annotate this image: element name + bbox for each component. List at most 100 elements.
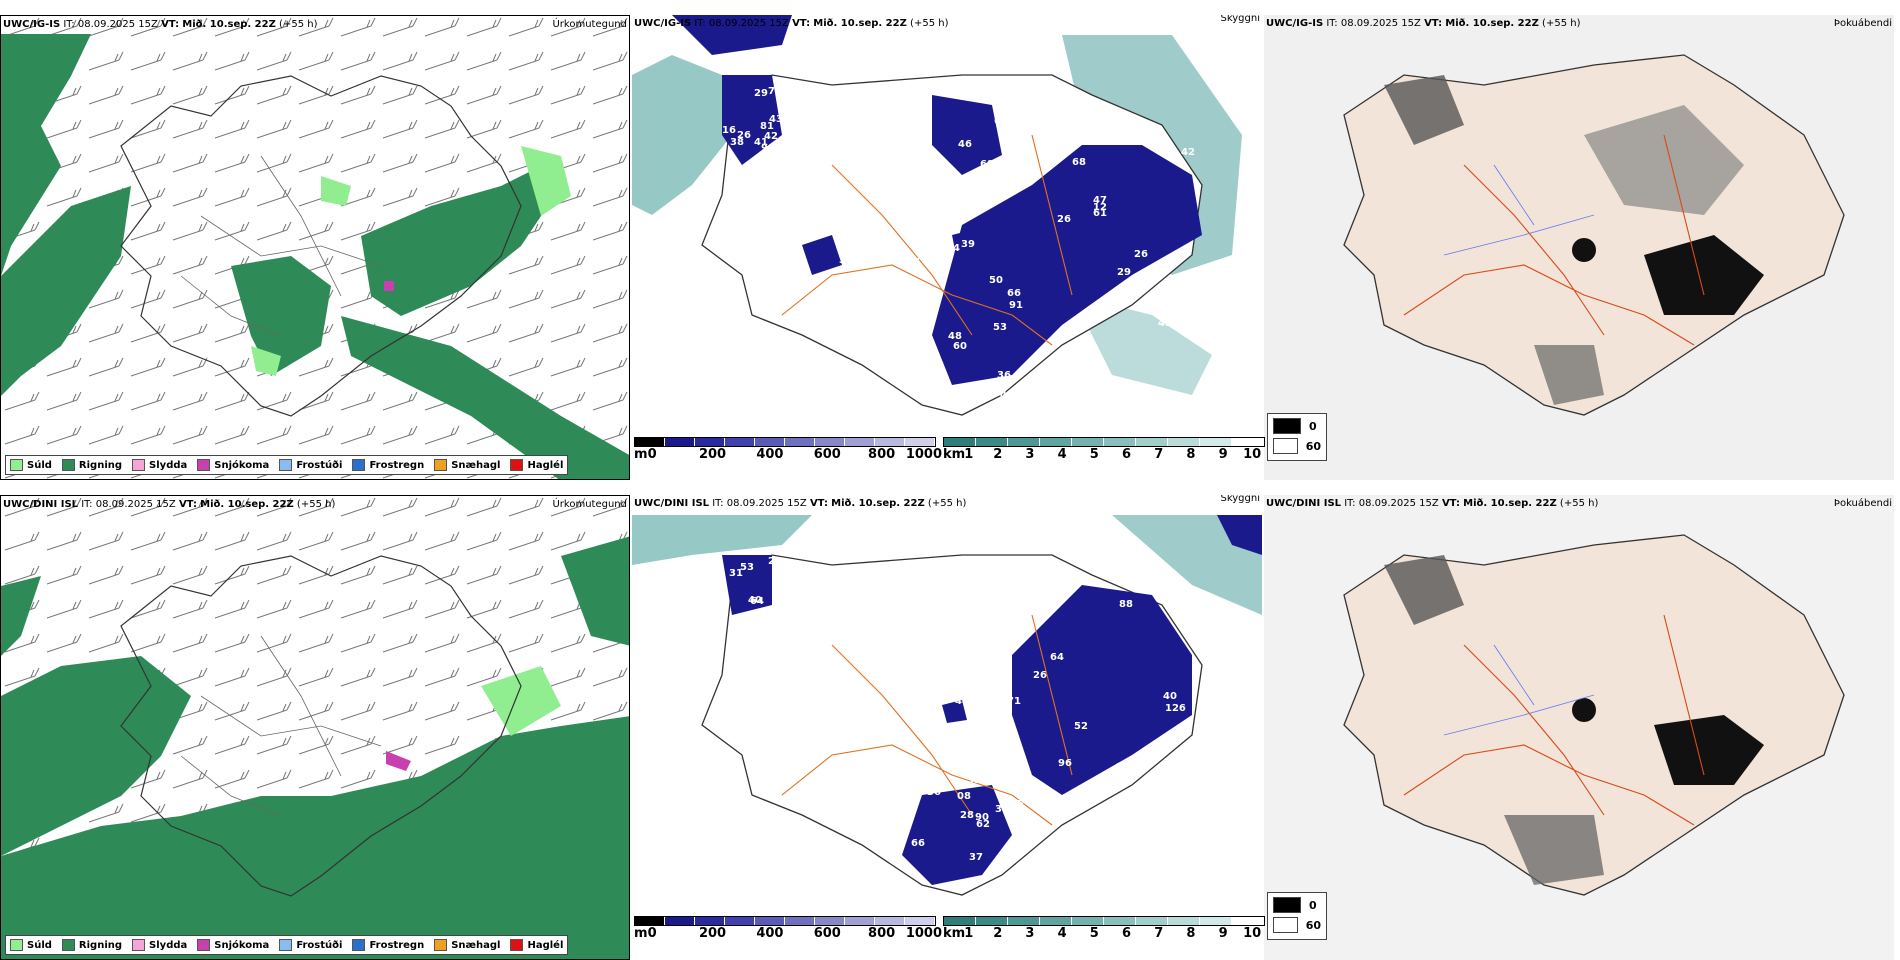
legend-swatch	[10, 459, 23, 471]
legend-swatch	[434, 459, 448, 471]
cloud-height-label: 45	[1158, 318, 1172, 329]
fog-panel-top: UWC/IG-IS IT: 08.09.2025 15Z VT: Mið. 10…	[1264, 15, 1894, 480]
cloud-height-label: 62	[728, 205, 742, 216]
precip-legend: Súld Rigning Slydda Snjókoma Frostúði Fr…	[5, 455, 569, 475]
cloud-height-label: 94	[891, 836, 905, 847]
vis-scale-bottom: km 1 2 3 4 5 6 7 8 9 10	[943, 916, 1265, 941]
legend-swatch	[352, 459, 366, 471]
cloud-height-label: 52	[729, 659, 743, 670]
panel-header: UWC/DINI ISL IT: 08.09.2025 15Z VT: Mið.…	[634, 495, 1260, 509]
cloud-height-label: 31	[729, 568, 743, 579]
cloud-map	[632, 495, 1262, 915]
precip-panel-bottom: UWC/DINI ISL IT: 08.09.2025 15Z VT: Mið.…	[0, 495, 630, 960]
panel-header: UWC/DINI ISL IT: 08.09.2025 15Z VT: Mið.…	[1266, 498, 1892, 509]
cloud-height-label: 36	[927, 787, 941, 798]
lead-time: (+55 h)	[279, 19, 318, 30]
panel-header: UWC/DINI ISL IT: 08.09.2025 15Z VT: Mið.…	[3, 499, 627, 510]
cloud-height-label: 35	[1010, 799, 1024, 810]
cloud-height-label: 68	[1072, 157, 1086, 168]
cloud-height-label: 30	[839, 255, 853, 266]
cloud-height-label: 29	[754, 88, 768, 99]
height-scale-bottom: m 0 200 400 600 800 1000	[634, 916, 942, 941]
cloud-height-label: 58	[1015, 157, 1029, 168]
cloud-height-label: 37	[969, 852, 983, 863]
cloud-height-label: 46	[729, 628, 743, 639]
cloud-height-label: 36	[997, 370, 1011, 381]
cloud-height-label: 40	[748, 595, 762, 606]
cloud-panel-top: UWC/IG-IS IT: 08.09.2025 15Z VT: Mið. 10…	[632, 15, 1262, 480]
cloud-height-label: 42	[838, 707, 852, 718]
precip-panel-top: UWC/IG-IS IT: 08.09.2025 15Z VT: Mið. 10…	[0, 15, 630, 480]
panel-header: UWC/IG-IS IT: 08.09.2025 15Z VT: Mið. 10…	[1, 16, 629, 34]
cloud-map	[632, 15, 1262, 435]
cloud-height-label: 26	[1009, 605, 1023, 616]
cloud-height-label: 93	[836, 854, 850, 865]
it-label: IT:	[63, 19, 75, 30]
cloud-height-label: 96	[1058, 758, 1072, 769]
cloud-height-label: 83	[901, 257, 915, 268]
panel-header: UWC/IG-IS IT: 08.09.2025 15Z VT: Mið. 10…	[632, 15, 1262, 33]
cloud-height-label: 61	[1093, 208, 1107, 219]
cloud-height-label: 41	[1000, 390, 1014, 401]
cloud-height-label: 53	[773, 649, 787, 660]
cloud-height-label: 42	[1181, 147, 1195, 158]
cloud-height-label: 26	[1134, 249, 1148, 260]
cloud-height-label: 66	[911, 838, 925, 849]
cloud-height-label: 90	[975, 812, 989, 823]
cloud-height-label: 571	[830, 393, 851, 404]
cloud-height-label: 26	[1057, 214, 1071, 225]
legend-swatch	[197, 459, 211, 471]
cloud-height-label: 48	[784, 687, 798, 698]
panel-header: UWC/IG-IS IT: 08.09.2025 15Z VT: Mið. 10…	[1264, 15, 1894, 33]
cloud-height-label: 29	[900, 366, 914, 377]
cloud-height-label: 34	[768, 612, 782, 623]
cloud-height-label: 97	[883, 758, 897, 769]
cloud-height-label: 49	[878, 748, 892, 759]
cloud-height-label: 27	[906, 257, 920, 268]
cloud-height-label: 41	[754, 137, 768, 148]
panel-title: Þokuábendi	[1833, 18, 1892, 29]
cloud-height-label: 43	[769, 114, 783, 125]
cloud-height-label: 112	[744, 628, 765, 639]
cloud-height-label: 19	[1172, 587, 1186, 598]
cloud-height-label: 69	[980, 159, 994, 170]
cloud-height-label: 39	[830, 783, 844, 794]
model-name: UWC/IG-IS	[3, 19, 61, 30]
cloud-height-label: 46	[958, 139, 972, 150]
cloud-height-label: 81	[760, 121, 774, 132]
precip-map	[1, 496, 629, 959]
cloud-height-label: 40	[846, 222, 860, 233]
cloud-height-label: 44	[732, 653, 746, 664]
cloud-height-label: 72	[768, 86, 782, 97]
cloud-height-label: 62	[976, 819, 990, 830]
cloud-height-label: 53	[740, 562, 754, 573]
fog-legend-top: 0 60	[1267, 413, 1327, 461]
cloud-height-label: 91	[761, 143, 775, 154]
cloud-height-label: 28	[960, 810, 974, 821]
vis-scale-top: km 1 2 3 4 5 6 7 8 9 10	[943, 437, 1265, 462]
fog-map	[1264, 495, 1894, 960]
cloud-height-label: 64	[1050, 652, 1064, 663]
cloud-height-label: 71	[1007, 696, 1021, 707]
cloud-height-label: 26	[1033, 670, 1047, 681]
cloud-height-label: 88	[1119, 599, 1133, 610]
cloud-height-label: 73	[1175, 615, 1189, 626]
cloud-panel-bottom: UWC/DINI ISL IT: 08.09.2025 15Z VT: Mið.…	[632, 495, 1262, 960]
cloud-height-label: 54	[869, 356, 883, 367]
cloud-height-label: 49	[756, 154, 770, 165]
cloud-height-label: 48	[948, 331, 962, 342]
height-colorbar	[634, 437, 936, 447]
cloud-height-label: 160	[741, 658, 762, 669]
cloud-height-label: 30	[1009, 611, 1023, 622]
vis-colorbar	[943, 437, 1265, 447]
cloud-height-label: 30	[995, 804, 1009, 815]
legend-swatch	[279, 459, 293, 471]
cloud-height-label: 37	[882, 278, 896, 289]
cloud-height-label: 24	[877, 279, 891, 290]
panel-title: Úrkomutegund	[552, 19, 627, 30]
cloud-height-label: 43	[837, 358, 851, 369]
cloud-height-label: 126	[1165, 703, 1186, 714]
cloud-height-label: 16	[722, 125, 736, 136]
cloud-height-label: 25	[774, 165, 788, 176]
panel-title: Skyggni	[1220, 15, 1260, 24]
